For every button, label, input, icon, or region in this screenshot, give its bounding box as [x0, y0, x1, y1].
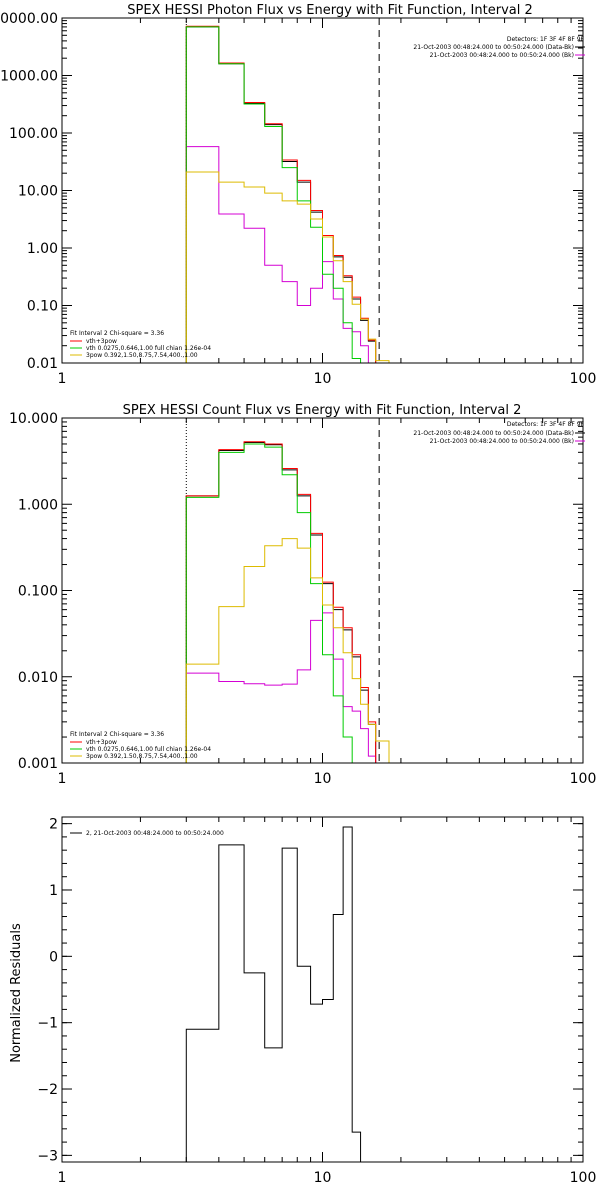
photon-series-vth — [185, 26, 362, 363]
residuals-series-2-21-oct-2003-00-48-24-000-to-00-50-24-000-step-line — [185, 826, 362, 1162]
residuals-y-tick-label: −1 — [37, 1016, 58, 1032]
count-fit-legend: Fit Interval 2 Chi-square = 3.36 vth+3po… — [70, 731, 211, 760]
photon-series-group — [185, 25, 390, 363]
count-top-right-annotation: Detectors: 1F 3F 4F 8F 9F 21-Oct-2003 00… — [413, 421, 585, 445]
residuals-y-axis-label: Normalized Residuals — [9, 923, 24, 1063]
photon-series-3pow-step-line — [185, 171, 390, 363]
residuals-y-tick-label: 0 — [49, 949, 58, 965]
count-y-tick-label: 10.000 — [9, 411, 58, 427]
count-fit-line-3: 3pow 0.392,1.50,8.75,7.54,400.,1.00 — [86, 753, 198, 760]
photon-flux-title: SPEX HESSI Photon Flux vs Energy with Fi… — [127, 3, 533, 18]
photon-fit-line-2: vth 0.0275,0.646,1.00 full chian 1.26e-0… — [86, 345, 211, 352]
photon-y-tick-label: 0.10 — [27, 299, 58, 315]
count-x-tick-label: 10 — [314, 771, 332, 787]
count-data-bk-text: 21-Oct-2003 00:48:24.000 to 00:50:24.000… — [413, 430, 574, 437]
residuals-series-2-21-oct-2003-00-48-24-000-to-00-50-24-000 — [185, 826, 362, 1162]
residuals-y-tick-label: −3 — [37, 1148, 58, 1164]
photon-axis-ticks: 1 10 100 0.01 0.10 1.00 10.00 100.00 1000.00 1000… — [0, 11, 596, 387]
residuals-panel-background — [0, 800, 600, 1200]
count-plot-frame — [61, 417, 584, 764]
photon-series-3pow — [185, 171, 390, 363]
count-axis-ticks: 1 10 100 0.001 0.010 0.100 1.000 10.000 — [9, 411, 596, 787]
count-series-vth-step-line — [185, 443, 353, 763]
residuals-series-group — [185, 826, 362, 1162]
count-flux-title: SPEX HESSI Count Flux vs Energy with Fit… — [123, 403, 522, 418]
count-series-vth — [185, 443, 353, 763]
residuals-axis-ticks: 1 10 100 −3 −2 −1 0 1 2 — [37, 817, 596, 1186]
count-y-tick-label: 0.001 — [18, 756, 58, 772]
photon-panel-background — [0, 0, 600, 400]
residuals-y-tick-label: 1 — [49, 883, 58, 899]
photon-data-bk-text: 21-Oct-2003 00:48:24.000 to 00:50:24.000… — [413, 44, 574, 51]
photon-y-tick-label: 1.00 — [27, 241, 58, 257]
photon-x-tick-label: 100 — [570, 371, 597, 387]
residuals-x-tick-label: 10 — [314, 1170, 332, 1186]
photon-y-tick-label: 100.00 — [9, 126, 58, 142]
count-x-tick-label: 100 — [570, 771, 597, 787]
count-fit-line-1: vth+3pow — [86, 739, 117, 746]
photon-flux-panel: SPEX HESSI Photon Flux vs Energy with Fi… — [0, 0, 600, 400]
count-flux-panel: SPEX HESSI Count Flux vs Energy with Fit… — [0, 400, 600, 800]
photon-plot-frame — [61, 17, 584, 364]
count-series-21-oct-2003-00-48-24-000-to-00-50-24-000-bk — [185, 612, 377, 763]
residuals-legend-text: 2, 21-Oct-2003 00:48:24.000 to 00:50:24.… — [86, 830, 224, 837]
count-bk-text: 21-Oct-2003 00:48:24.000 to 00:50:24.000… — [430, 438, 574, 445]
photon-fit-header: Fit Interval 2 Chi-square = 3.36 — [70, 330, 164, 337]
photon-detectors-text: Detectors: 1F 3F 4F 8F 9F — [507, 36, 585, 43]
residuals-x-tick-label: 1 — [58, 1170, 67, 1186]
count-x-tick-label: 1 — [58, 771, 67, 787]
photon-series-vth-step-line — [185, 26, 362, 363]
photon-x-tick-label: 10 — [314, 371, 332, 387]
count-y-tick-label: 0.010 — [18, 670, 58, 686]
photon-top-right-annotation: Detectors: 1F 3F 4F 8F 9F 21-Oct-2003 00… — [413, 36, 585, 59]
count-y-tick-label: 1.000 — [18, 497, 58, 513]
count-series-group — [185, 441, 390, 763]
residuals-y-tick-label: 2 — [49, 817, 58, 833]
count-series-21-oct-2003-00-48-24-000-to-00-50-24-000-bk-step-line — [185, 612, 377, 763]
count-vertical-markers — [185, 418, 380, 763]
residuals-panel: Normalized Residuals 1 10 100 −3 −2 −1 0 1 2 2, … — [0, 800, 600, 1200]
count-series-3pow-step-line — [185, 538, 390, 763]
photon-x-tick-label: 1 — [58, 371, 67, 387]
photon-y-tick-label: 10000.00 — [0, 11, 58, 27]
photon-fit-line-1: vth+3pow — [86, 338, 117, 345]
count-series-3pow — [185, 538, 390, 763]
count-fit-line-2: vth 0.0275,0.646,1.00 full chian 1.26e-0… — [86, 746, 211, 753]
count-y-tick-label: 0.100 — [18, 584, 58, 600]
residuals-legend: 2, 21-Oct-2003 00:48:24.000 to 00:50:24.… — [70, 830, 224, 837]
residuals-y-tick-label: −2 — [37, 1082, 58, 1098]
residuals-x-tick-label: 100 — [570, 1170, 597, 1186]
photon-fit-line-3: 3pow 0.392,1.50,8.75,7.54,400.,1.00 — [86, 352, 198, 359]
count-panel-background — [0, 400, 600, 800]
photon-y-tick-label: 1000.00 — [0, 69, 58, 85]
count-fit-header: Fit Interval 2 Chi-square = 3.36 — [70, 731, 164, 738]
count-detectors-text: Detectors: 1F 3F 4F 8F 9F — [507, 421, 585, 428]
photon-y-tick-label: 10.00 — [18, 184, 58, 200]
residuals-plot-frame — [61, 816, 584, 1163]
photon-bk-text: 21-Oct-2003 00:48:24.000 to 00:50:24.000… — [430, 52, 574, 59]
photon-y-tick-label: 0.01 — [27, 356, 58, 372]
photon-fit-legend: Fit Interval 2 Chi-square = 3.36 vth+3po… — [70, 330, 211, 359]
